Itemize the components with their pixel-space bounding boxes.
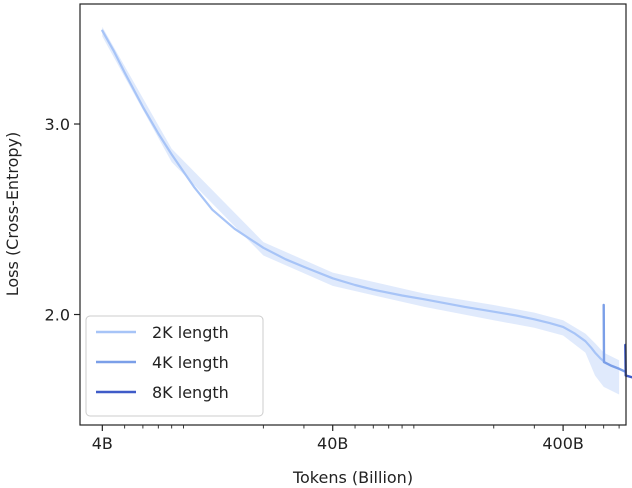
y-axis-ticks: 2.0 3.0: [45, 115, 80, 325]
legend-label: 8K length: [152, 383, 229, 402]
y-tick-label: 3.0: [45, 115, 70, 134]
x-tick-label: 400B: [542, 434, 584, 453]
series-line-2k: [101, 29, 605, 363]
y-tick-label: 2.0: [45, 306, 70, 325]
x-tick-label: 40B: [317, 434, 348, 453]
series-line-4k: [602, 303, 627, 373]
plot-frame: [79, 3, 627, 426]
x-axis-label: Tokens (Billion): [292, 468, 413, 487]
legend: 2K length 4K length 8K length: [85, 315, 264, 417]
legend-label: 4K length: [152, 353, 229, 372]
x-axis-ticks: 4B 40B 400B: [92, 425, 620, 453]
legend-label: 2K length: [152, 323, 229, 342]
y-axis-label: Loss (Cross-Entropy): [3, 132, 22, 296]
x-tick-label: 4B: [92, 434, 113, 453]
